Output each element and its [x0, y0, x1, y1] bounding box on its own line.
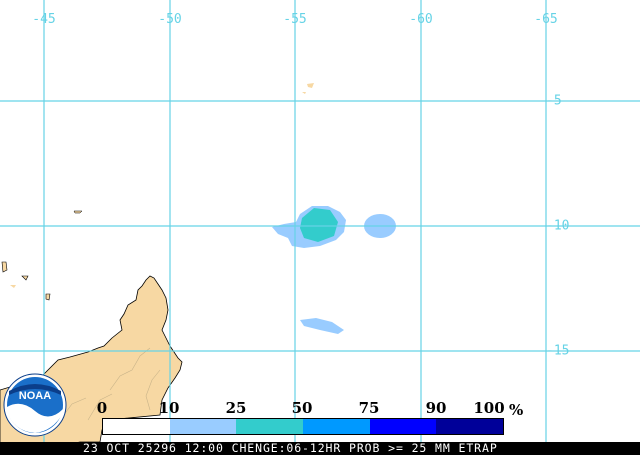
legend-label: 100 — [473, 399, 505, 417]
footer-bar: 23 OCT 25296 12:00 CHENGE:06-12HR PROB >… — [0, 442, 640, 455]
latitude-label-text: -10 — [546, 218, 570, 234]
legend-label: 25 — [225, 399, 247, 417]
longitude-label: -45 — [32, 12, 56, 27]
legend-swatch — [436, 419, 504, 434]
latitude-label: -15 — [529, 345, 569, 358]
longitude-label: -50 — [158, 12, 182, 27]
legend-swatch — [236, 419, 304, 434]
noaa-logo-text: NOAA — [19, 390, 51, 402]
longitude-label: -55 — [283, 12, 307, 27]
legend-swatch — [169, 419, 237, 434]
legend-label: 90 — [425, 399, 447, 417]
legend-swatch — [369, 419, 437, 434]
probability-areas — [272, 206, 396, 334]
footer-caption: 23 OCT 25296 12:00 CHENGE:06-12HR PROB >… — [83, 441, 498, 455]
island-fragments — [1, 83, 314, 301]
legend-unit: % — [509, 401, 524, 419]
legend-label: 50 — [291, 399, 313, 417]
longitude-label: -65 — [534, 12, 558, 27]
legend-swatch — [303, 419, 370, 434]
legend-label: 75 — [358, 399, 380, 417]
latitude-label: -5 — [529, 95, 562, 108]
noaa-logo-icon: NOAA — [3, 373, 67, 437]
legend-label: 0 — [96, 399, 108, 417]
prob-area-10-25 — [300, 318, 344, 334]
latitude-label-text: -5 — [546, 93, 562, 109]
legend-swatch — [103, 419, 170, 434]
longitude-label: -60 — [409, 12, 433, 27]
prob-area-25-50 — [300, 208, 338, 242]
legend-color-bar — [102, 418, 504, 435]
latitude-label-text: -15 — [546, 343, 570, 359]
legend-label: 10 — [158, 399, 180, 417]
latitude-label: -10 — [529, 220, 569, 233]
